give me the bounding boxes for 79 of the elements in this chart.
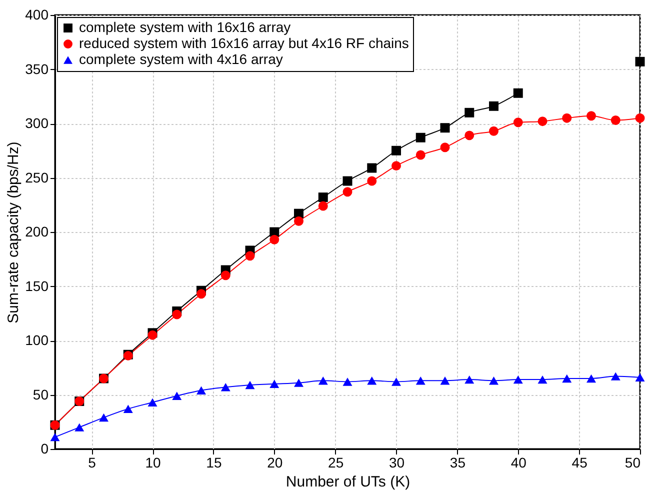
point bbox=[74, 423, 84, 432]
point bbox=[245, 380, 255, 390]
point bbox=[270, 234, 280, 244]
point bbox=[586, 111, 596, 121]
point bbox=[513, 375, 523, 384]
point bbox=[489, 376, 498, 385]
point bbox=[513, 88, 523, 98]
point bbox=[342, 176, 352, 186]
point bbox=[440, 123, 450, 133]
y-tick-label: 150 bbox=[25, 278, 49, 294]
point bbox=[367, 163, 377, 173]
point bbox=[635, 56, 645, 66]
x-tick-label: 50 bbox=[624, 454, 641, 470]
point bbox=[50, 432, 60, 442]
legend-label: complete system with 4x16 array bbox=[79, 51, 283, 67]
point bbox=[610, 116, 620, 125]
point bbox=[635, 373, 645, 382]
point bbox=[610, 372, 620, 380]
point bbox=[270, 380, 280, 388]
x-tick-label: 5 bbox=[88, 454, 96, 470]
point bbox=[367, 176, 377, 186]
point bbox=[440, 376, 450, 385]
y-tick-label: 0 bbox=[40, 440, 49, 456]
y-tick-label: 200 bbox=[25, 224, 49, 240]
point bbox=[172, 310, 182, 320]
point bbox=[416, 376, 426, 385]
point bbox=[99, 413, 108, 422]
x-tick-label: 25 bbox=[328, 454, 344, 470]
point bbox=[392, 378, 401, 386]
point bbox=[294, 216, 304, 226]
point bbox=[148, 398, 158, 406]
x-tick-label: 10 bbox=[145, 454, 161, 470]
point bbox=[220, 383, 230, 392]
x-tick-label: 40 bbox=[510, 454, 527, 470]
y-tick-label: 350 bbox=[25, 60, 49, 77]
point bbox=[196, 289, 206, 299]
point bbox=[513, 118, 523, 128]
x-axis-title: Number of UTs (K) bbox=[286, 474, 410, 490]
x-tick-label: 35 bbox=[450, 454, 466, 470]
point bbox=[123, 404, 133, 413]
y-tick-label: 400 bbox=[25, 6, 49, 22]
point bbox=[392, 146, 401, 156]
y-tick-label: 50 bbox=[32, 386, 49, 402]
point bbox=[245, 251, 255, 261]
point bbox=[562, 113, 572, 123]
point bbox=[538, 116, 548, 126]
point bbox=[318, 376, 328, 385]
point bbox=[318, 201, 328, 211]
point bbox=[220, 270, 230, 280]
point bbox=[196, 386, 206, 395]
point bbox=[538, 375, 548, 384]
legend-label: reduced system with 16x16 array but 4x16 RF chains bbox=[79, 35, 409, 51]
point bbox=[318, 192, 328, 202]
point bbox=[416, 132, 426, 142]
y-tick-label: 100 bbox=[25, 332, 49, 348]
point bbox=[440, 142, 450, 152]
point bbox=[342, 378, 352, 386]
x-tick-label: 30 bbox=[388, 454, 405, 470]
point bbox=[489, 101, 498, 111]
point bbox=[464, 130, 474, 140]
point bbox=[367, 376, 377, 385]
point bbox=[294, 378, 304, 387]
point bbox=[586, 374, 596, 383]
legend-label: complete system with 16x16 array bbox=[79, 19, 291, 35]
x-tick-label: 15 bbox=[206, 454, 222, 470]
y-tick-label: 250 bbox=[25, 169, 49, 186]
point bbox=[562, 374, 572, 383]
point bbox=[392, 161, 401, 171]
point bbox=[635, 113, 645, 123]
point bbox=[464, 108, 474, 118]
y-tick-label: 300 bbox=[25, 115, 49, 131]
y-axis-title: Sum-rate capacity (bps/Hz) bbox=[5, 142, 22, 324]
point bbox=[464, 375, 474, 384]
point bbox=[489, 126, 498, 136]
point bbox=[342, 187, 352, 197]
point bbox=[172, 392, 182, 400]
x-tick-label: 20 bbox=[267, 454, 283, 470]
point bbox=[416, 150, 426, 160]
x-tick-label: 45 bbox=[572, 454, 588, 470]
